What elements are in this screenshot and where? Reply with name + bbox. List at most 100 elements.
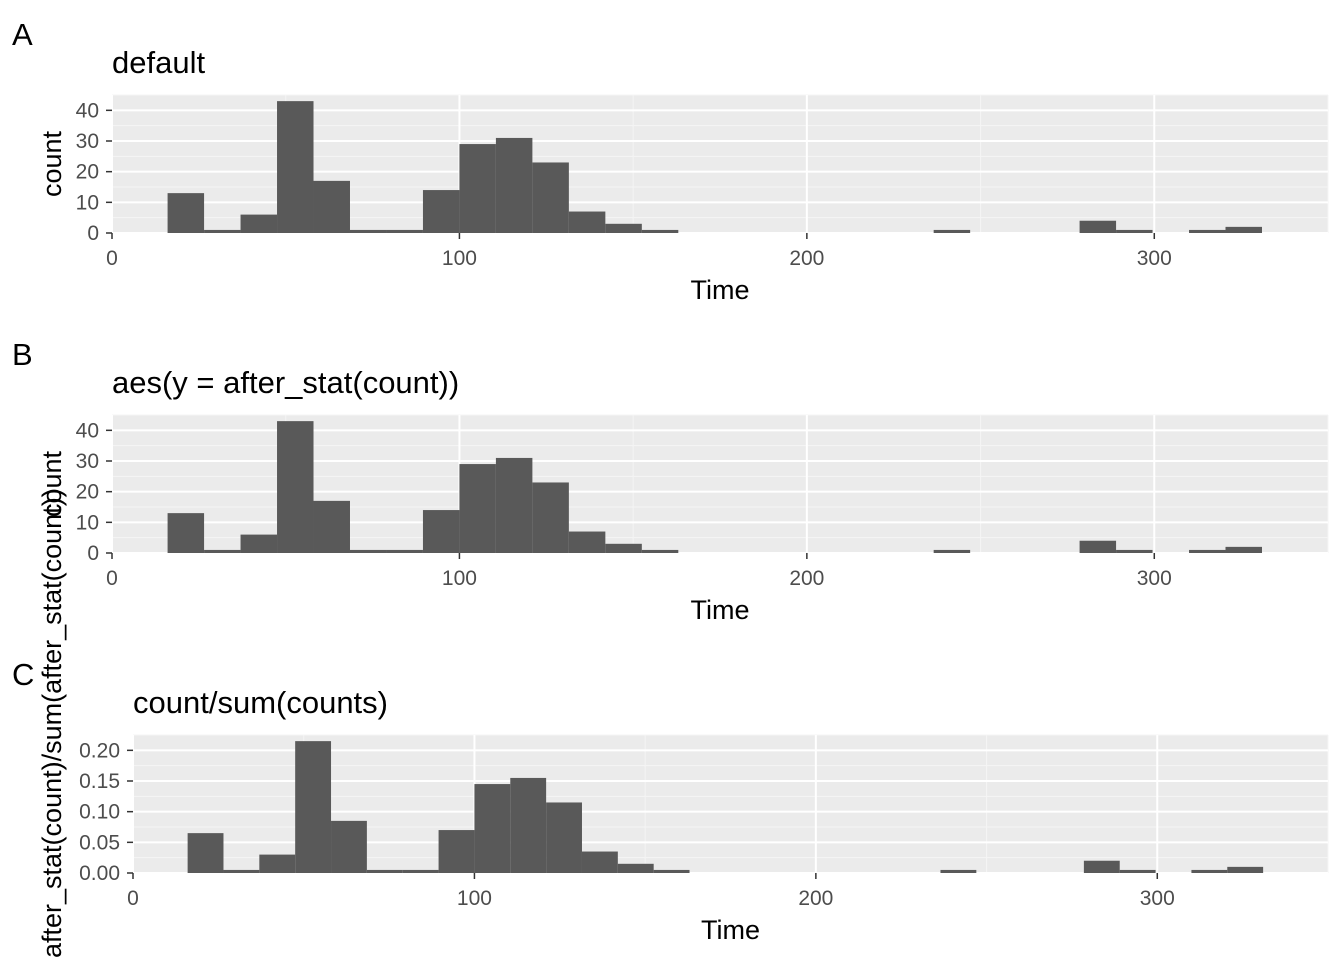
histogram-bar [1191,869,1228,873]
histogram-bar [510,777,547,873]
histogram-bar [422,190,460,233]
x-tick-label: 200 [798,887,833,910]
x-tick-label: 200 [789,567,824,590]
histogram-bar [459,464,496,553]
x-tick-label: 100 [442,247,477,270]
histogram-bar [1083,860,1120,873]
histogram-bar [402,869,439,873]
y-tick-label: 30 [76,450,99,473]
histogram-bar [277,421,314,553]
histogram-bar [204,549,241,553]
y-axis-title: count [37,450,67,517]
x-tick-label: 0 [127,887,139,910]
y-tick-label: 0.10 [79,801,120,824]
y-axis-title: count [37,130,67,197]
histogram-bar [933,549,971,553]
histogram-bar [568,531,606,553]
x-tick-label: 300 [1140,887,1175,910]
histogram-bar [240,214,278,233]
x-tick-label: 100 [457,887,492,910]
x-axis-title: Time [691,595,750,625]
histogram-bar [495,457,533,553]
y-tick-label: 0.05 [79,831,120,854]
plot-title: default [112,45,205,80]
histogram-bar [641,549,679,553]
histogram-bar [1225,546,1262,553]
histogram-bar [546,802,582,873]
histogram-bar [386,549,423,553]
histogram-bar [653,869,690,873]
y-tick-label: 20 [76,481,99,504]
x-tick-label: 0 [106,567,118,590]
histogram-bar [204,229,241,233]
histogram-bar [532,162,569,233]
plot-title: count/sum(counts) [133,685,388,720]
x-axis-title: Time [701,915,760,945]
histogram-bar [1116,549,1153,553]
y-tick-label: 0.15 [79,770,120,793]
y-tick-label: 0.20 [79,739,120,762]
y-tick-label: 40 [76,419,99,442]
y-tick-label: 0 [87,222,99,245]
x-tick-label: 300 [1137,247,1172,270]
plot-title: aes(y = after_stat(count)) [112,365,459,400]
y-axis-title: after_stat(count)/sum(after_stat(count)) [37,488,67,958]
histogram-bar [1189,549,1226,553]
histogram-bar [422,510,460,553]
histogram-bar [313,180,350,233]
y-tick-label: 0 [87,542,99,565]
histogram-bar [349,549,387,553]
histogram-bar [940,869,977,873]
histogram-bar [933,229,971,233]
histogram-bar [277,101,314,233]
x-tick-label: 300 [1137,567,1172,590]
y-tick-label: 40 [76,99,99,122]
histogram-bar [331,820,367,873]
panel-tag: A [12,17,33,52]
y-tick-label: 10 [76,511,99,534]
histogram-bar [1116,229,1153,233]
histogram-bar [349,229,387,233]
histogram-bar [605,223,642,233]
histogram-bar [1079,220,1117,233]
histogram-bar [474,784,511,873]
histogram-bar [1225,226,1262,233]
histogram-bar [641,229,679,233]
histogram-bar [1189,229,1226,233]
panel-tag: B [12,337,33,372]
histogram-bar [167,193,205,233]
histogram-bar [295,741,332,873]
y-tick-label: 30 [76,130,99,153]
histogram-bar [581,851,618,873]
x-tick-label: 200 [789,247,824,270]
histogram-bar [313,500,350,553]
histogram-bar [366,869,403,873]
histogram-bar [386,229,423,233]
histogram-bar [259,854,296,873]
histogram-bar [532,482,569,553]
panel-tag: C [12,657,34,692]
x-tick-label: 100 [442,567,477,590]
histogram-bar [568,211,606,233]
x-tick-label: 0 [106,247,118,270]
histogram-bar [167,513,205,553]
histogram-bar [1119,869,1156,873]
histogram-bar [1079,540,1117,553]
histogram-bar [187,833,224,873]
y-tick-label: 0.00 [79,862,120,885]
histogram-bar [617,863,654,873]
histogram-bar [605,543,642,553]
y-tick-label: 10 [76,191,99,214]
histogram-bar [240,534,278,553]
histogram-bar [438,830,475,873]
histogram-bar [459,144,496,233]
x-axis-title: Time [691,275,750,305]
histogram-bar [1227,866,1264,873]
histogram-bar [223,869,260,873]
y-tick-label: 20 [76,161,99,184]
histogram-bar [495,137,533,233]
